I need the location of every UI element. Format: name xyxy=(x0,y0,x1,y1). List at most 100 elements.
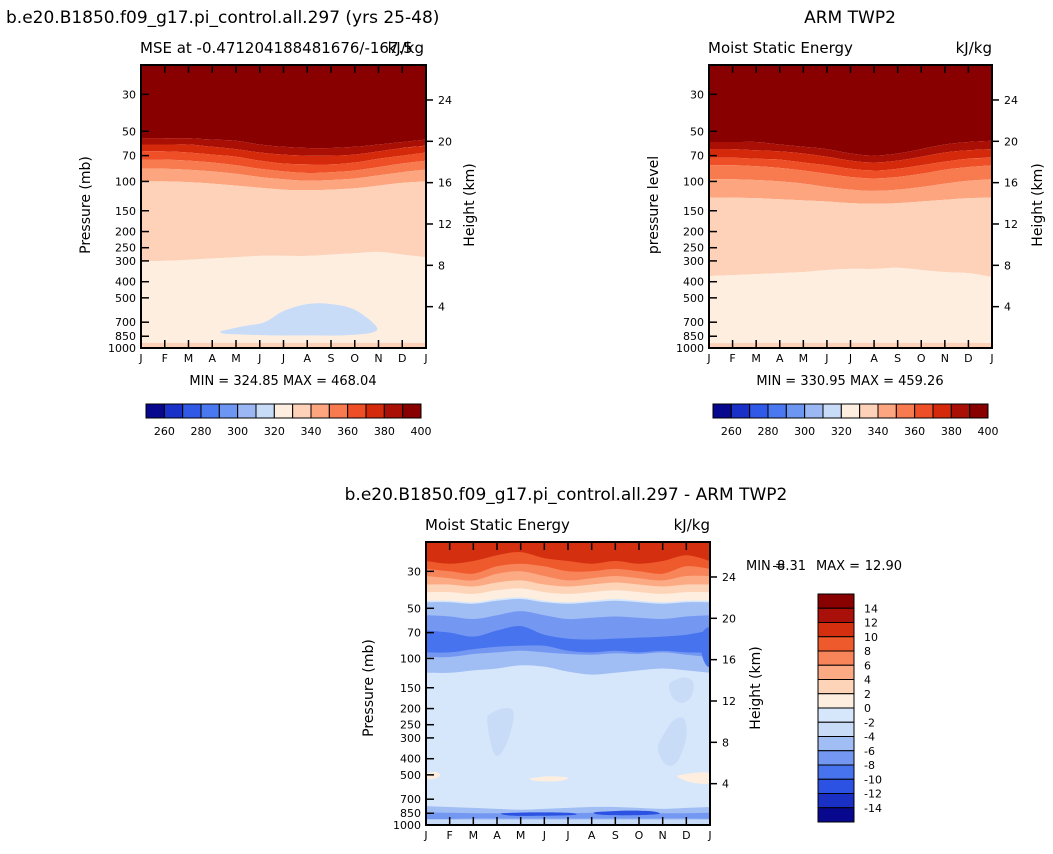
colorbar-swatch xyxy=(840,403,861,419)
y-tick-label: 300 xyxy=(683,255,704,268)
y-tick-label: 30 xyxy=(407,565,421,578)
y-tick-label: 700 xyxy=(400,793,421,806)
difference-contour-plot xyxy=(426,542,710,825)
colorbar-label: 4 xyxy=(864,674,871,687)
height-tick-label: 16 xyxy=(722,654,736,667)
contour-region xyxy=(669,677,694,703)
colorbar-swatch xyxy=(310,403,330,419)
colorbar-label: 320 xyxy=(831,425,852,438)
colorbar-swatch xyxy=(817,707,855,723)
left-panel-units: kJ/kg xyxy=(388,39,424,57)
contour-band xyxy=(709,197,992,278)
colorbar-swatch xyxy=(817,750,855,766)
difference-height-axis-label: Height (km) xyxy=(748,646,764,729)
x-tick-label: J xyxy=(138,352,142,365)
contour-band xyxy=(709,267,992,344)
y-tick-label: 250 xyxy=(683,242,704,255)
y-tick-label: 1000 xyxy=(108,342,136,355)
contour-region xyxy=(593,810,660,816)
left-panel-title: b.e20.B1850.f09_g17.pi_control.all.297 (… xyxy=(6,8,439,28)
x-tick-label: F xyxy=(162,352,168,365)
colorbar-label: -6 xyxy=(864,745,875,758)
colorbar-swatch xyxy=(932,403,952,419)
colorbar-swatch xyxy=(365,403,385,419)
colorbar-label: -14 xyxy=(864,802,882,815)
colorbar-swatch xyxy=(402,403,422,419)
right-panel-title: ARM TWP2 xyxy=(804,8,896,28)
y-tick-label: 100 xyxy=(683,175,704,188)
colorbar-swatch xyxy=(347,403,367,419)
y-tick-label: 300 xyxy=(400,732,421,745)
x-tick-label: M xyxy=(516,829,526,842)
height-tick-label: 8 xyxy=(1004,259,1011,272)
colorbar-swatch xyxy=(817,693,855,709)
x-tick-label: M xyxy=(469,829,479,842)
contour-band xyxy=(141,168,426,191)
x-tick-label: J xyxy=(281,352,285,365)
colorbar-swatch xyxy=(877,403,897,419)
difference-panel-units: kJ/kg xyxy=(674,516,710,534)
x-tick-label: A xyxy=(776,352,784,365)
colorbar-label: 6 xyxy=(864,659,871,672)
contour-region xyxy=(220,303,378,336)
x-tick-label: M xyxy=(799,352,809,365)
colorbar-swatch xyxy=(817,593,855,609)
colorbar-label: -12 xyxy=(864,788,882,801)
y-tick-label: 1000 xyxy=(676,342,704,355)
colorbar-label: 260 xyxy=(154,425,175,438)
x-tick-label: M xyxy=(751,352,761,365)
colorbar-swatch xyxy=(822,403,842,419)
x-tick-label: A xyxy=(303,352,311,365)
x-tick-label: M xyxy=(231,352,241,365)
contour-region xyxy=(529,776,569,782)
x-tick-label: D xyxy=(398,352,406,365)
colorbar-swatch xyxy=(817,636,855,652)
x-tick-label: J xyxy=(565,829,569,842)
colorbar-swatch xyxy=(914,403,934,419)
colorbar-label: 320 xyxy=(264,425,285,438)
y-tick-label: 200 xyxy=(115,226,136,239)
colorbar-label: -4 xyxy=(864,731,875,744)
right-panel-subtitle: Moist Static Energy xyxy=(708,39,853,57)
y-tick-label: 50 xyxy=(407,602,421,615)
colorbar-label: 8 xyxy=(864,645,871,658)
height-tick-label: 12 xyxy=(722,695,736,708)
panel-difference: b.e20.B1850.f09_g17.pi_control.all.297 -… xyxy=(345,485,902,842)
colorbar-label: 260 xyxy=(721,425,742,438)
y-tick-label: 50 xyxy=(690,125,704,138)
colorbar-label: 280 xyxy=(758,425,779,438)
colorbar-label: 340 xyxy=(868,425,889,438)
y-tick-label: 150 xyxy=(115,205,136,218)
x-tick-label: J xyxy=(707,829,711,842)
difference-panel-subtitle: Moist Static Energy xyxy=(425,516,570,534)
y-tick-label: 150 xyxy=(683,205,704,218)
x-tick-label: N xyxy=(941,352,949,365)
x-tick-label: N xyxy=(659,829,667,842)
obs-min-max: MIN = 330.95 MAX = 459.26 xyxy=(756,374,943,389)
colorbar-swatch xyxy=(817,650,855,666)
y-tick-label: 70 xyxy=(690,150,704,163)
y-tick-label: 30 xyxy=(690,88,704,101)
colorbar-label: -2 xyxy=(864,716,875,729)
contour-band xyxy=(141,138,426,156)
height-tick-label: 8 xyxy=(722,736,729,749)
height-tick-label: 4 xyxy=(722,778,729,791)
height-tick-label: 16 xyxy=(1004,177,1018,190)
colorbar-swatch xyxy=(383,403,404,419)
colorbar-label: 12 xyxy=(864,617,878,630)
x-tick-label: J xyxy=(423,829,427,842)
colorbar-swatch xyxy=(817,679,855,695)
height-tick-label: 20 xyxy=(438,135,452,148)
right-panel-units: kJ/kg xyxy=(956,39,992,57)
y-tick-label: 50 xyxy=(122,125,136,138)
y-tick-label: 300 xyxy=(115,255,136,268)
x-tick-label: A xyxy=(870,352,878,365)
colorbar-swatch xyxy=(950,403,971,419)
y-tick-label: 1000 xyxy=(393,819,421,832)
y-tick-label: 200 xyxy=(683,226,704,239)
y-tick-label: 70 xyxy=(122,150,136,163)
x-tick-label: J xyxy=(542,829,546,842)
panel-model: b.e20.B1850.f09_g17.pi_control.all.297 (… xyxy=(6,8,478,438)
x-tick-label: F xyxy=(447,829,453,842)
